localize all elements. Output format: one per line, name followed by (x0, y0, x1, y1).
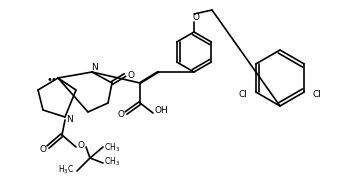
Text: O: O (78, 142, 84, 151)
Text: O: O (118, 110, 124, 119)
Text: Cl: Cl (239, 90, 248, 98)
Text: O: O (127, 70, 135, 80)
Text: O: O (193, 13, 199, 21)
Text: CH$_3$: CH$_3$ (104, 142, 120, 154)
Text: CH$_3$: CH$_3$ (104, 156, 120, 168)
Text: •: • (50, 75, 56, 85)
Text: O: O (40, 144, 46, 154)
Text: N: N (66, 115, 72, 124)
Text: Cl: Cl (312, 90, 321, 98)
Text: H$_3$C: H$_3$C (58, 164, 74, 176)
Text: OH: OH (155, 105, 169, 115)
Text: N: N (91, 63, 97, 71)
Text: •: • (46, 75, 52, 85)
